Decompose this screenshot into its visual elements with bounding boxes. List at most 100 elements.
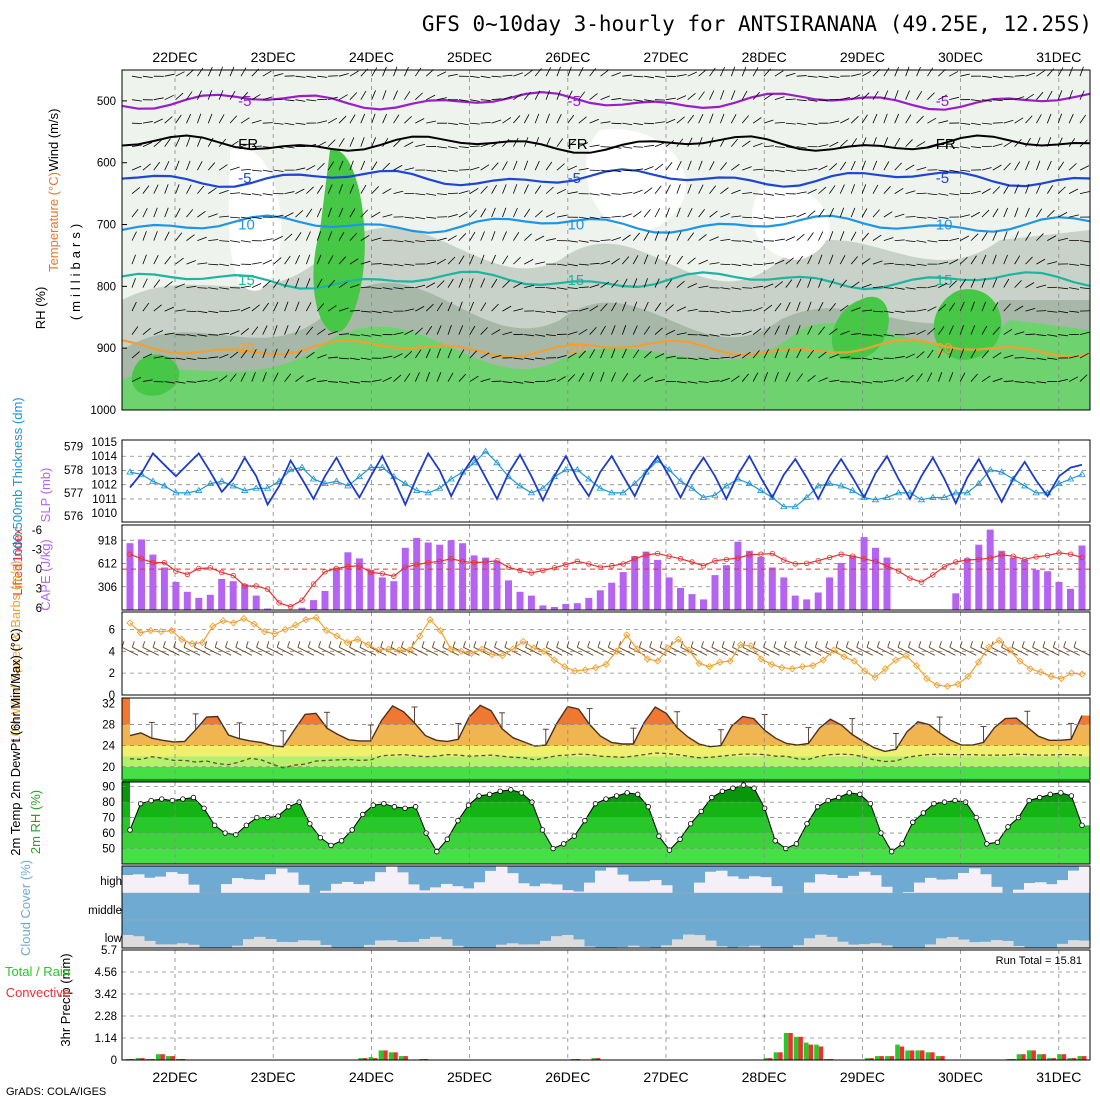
wind-barb: [818, 231, 824, 241]
wind-barb-flag: [359, 641, 363, 648]
wind-barb: [992, 143, 1003, 148]
wind-barb: [665, 329, 676, 335]
thickness-marker: [837, 482, 845, 489]
wind-barb: [948, 348, 954, 359]
wind-barb: [447, 301, 453, 312]
wind-barb: [240, 143, 251, 148]
wind-barb: [262, 70, 272, 77]
wind-barb: [578, 286, 589, 288]
cloud-low-bar: [122, 934, 134, 948]
wind-barb: [654, 142, 665, 148]
li-marker: [482, 559, 489, 565]
li-marker: [287, 604, 294, 610]
wind-barb: [1025, 72, 1036, 77]
precip-convective-bar: [940, 1056, 945, 1060]
wind-barb-flag: [1032, 641, 1036, 648]
wind-barb: [545, 90, 551, 100]
wind-barb: [349, 137, 355, 147]
bottom-date-label: 24DEC: [349, 1069, 394, 1085]
wind-speed-marker: [1068, 669, 1076, 677]
wind-barb: [208, 213, 218, 218]
wind-speed-marker: [395, 646, 403, 654]
wind-barb: [295, 167, 306, 171]
wind-barb: [1003, 380, 1014, 382]
wind-barb: [927, 92, 935, 100]
cape-bar: [459, 543, 467, 610]
cloud-high-gap: [254, 879, 266, 893]
wind-barb: [131, 231, 137, 241]
slp-tick: 1011: [92, 494, 117, 506]
wind-barb: [600, 348, 605, 359]
wind-speed-marker: [581, 666, 589, 674]
wind-barb: [240, 372, 246, 382]
wind-barb: [992, 186, 1001, 194]
wind-barb-flag: [173, 641, 177, 648]
wind-barb: [883, 211, 893, 218]
wind-barb: [763, 372, 768, 382]
wind-barb: [142, 353, 153, 359]
wind-barb: [534, 185, 542, 194]
wind-barb: [491, 278, 498, 288]
wind-barb: [905, 139, 913, 147]
cloud-high-gap: [936, 879, 948, 893]
wind-barb: [618, 646, 635, 656]
wind-barb: [567, 352, 577, 359]
wind-barb: [404, 91, 411, 100]
wind-barb: [633, 210, 642, 218]
wind-barb: [458, 99, 469, 102]
temperature-label: Temperature (°C): [46, 172, 61, 272]
wind-barb: [654, 327, 663, 335]
wind-barb: [665, 279, 673, 288]
wind-barb: [970, 190, 981, 195]
cape-bar: [860, 537, 868, 610]
wind-barb: [277, 646, 294, 656]
wind-barb: [480, 208, 487, 218]
wind-barb: [1001, 646, 1018, 656]
precip-total-bar: [368, 1057, 374, 1060]
li-marker: [368, 569, 374, 576]
wind-barb: [763, 326, 771, 335]
wind-speed-marker: [209, 622, 217, 630]
wind-barb: [131, 301, 137, 312]
wind-barb: [928, 646, 946, 656]
wind-barb: [534, 210, 543, 218]
wind-barb: [1036, 284, 1047, 288]
wind-barb: [1046, 185, 1054, 194]
rh-marker: [994, 839, 1001, 846]
cape-bar: [963, 558, 971, 610]
wind-barb: [611, 302, 617, 312]
thickness-tick: 578: [64, 465, 83, 477]
wind-barb: [197, 161, 203, 171]
wind-barb: [960, 169, 971, 172]
li-marker: [769, 550, 776, 557]
li-marker: [700, 563, 707, 569]
wind-barb: [1014, 280, 1022, 288]
wind-barb: [643, 209, 651, 218]
wind-barb: [981, 325, 988, 335]
top-date-label: 30DEC: [938, 49, 983, 65]
wind-barb: [960, 73, 970, 77]
wind-barb: [611, 122, 622, 125]
cloud-low-bar: [309, 940, 321, 948]
wind-barb: [643, 351, 652, 359]
rh-tick: 90: [102, 782, 115, 794]
wind-barb: [970, 211, 980, 218]
wind-speed-marker: [509, 645, 517, 653]
wind-barb: [502, 95, 513, 101]
precip-convective-bar: [930, 1052, 935, 1060]
cloud-high-gap: [386, 866, 398, 893]
wind-barb: [742, 646, 760, 656]
rh-frame: [121, 781, 1091, 865]
wind-barb: [894, 213, 905, 218]
wind-barb: [382, 137, 389, 147]
rh-marker: [814, 804, 821, 810]
bottom-date-label: 22DEC: [152, 1069, 197, 1085]
wind-barb: [861, 283, 872, 288]
wind-barb: [643, 254, 649, 265]
run-total: Run Total = 15.81: [996, 955, 1082, 967]
cloud-low-bar: [826, 936, 838, 948]
wind-barb: [404, 216, 415, 219]
cape-bar: [218, 578, 226, 610]
wind-barb: [404, 115, 412, 124]
